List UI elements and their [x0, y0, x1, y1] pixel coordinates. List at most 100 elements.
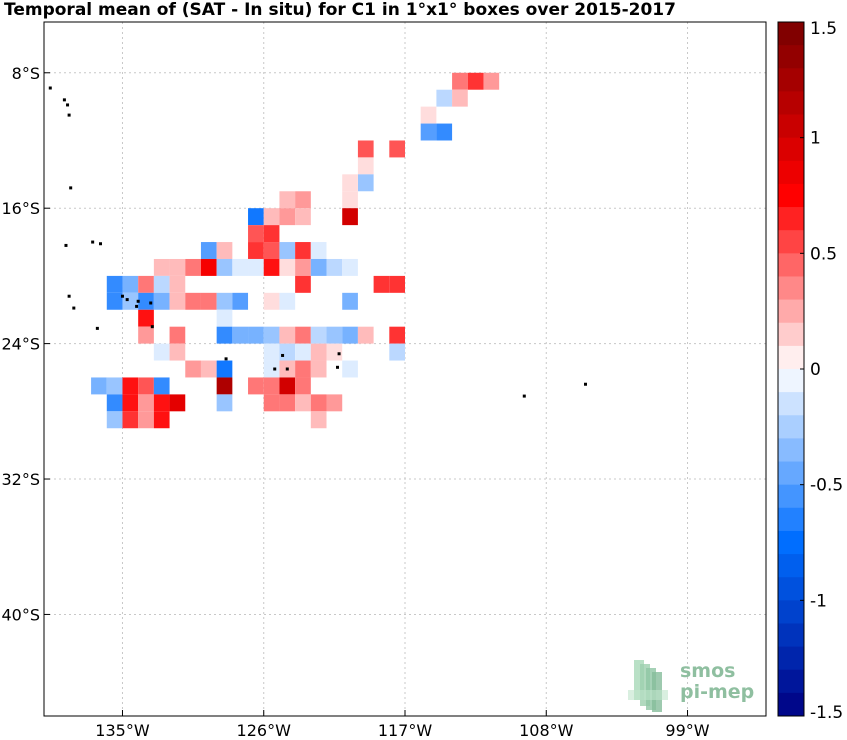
data-cell: [138, 411, 154, 429]
colorbar-segment: [778, 415, 804, 439]
data-cell: [389, 275, 405, 293]
colorbar-tick-label: 0.5: [810, 244, 837, 264]
data-cell: [153, 411, 170, 429]
colorbar-segment: [778, 554, 804, 578]
data-cell: [153, 343, 170, 361]
data-cell: [295, 343, 311, 361]
data-cell: [232, 292, 249, 310]
data-cell: [263, 343, 280, 361]
colorbar-segment: [778, 392, 804, 416]
data-cell: [357, 174, 374, 192]
data-cell: [295, 258, 311, 276]
data-cell: [342, 258, 358, 276]
colorbar-tick-label: 1.5: [810, 19, 837, 39]
colorbar-segment: [778, 669, 804, 694]
data-cell: [122, 411, 139, 429]
colorbar-segment: [778, 299, 804, 324]
colorbar-segment: [778, 484, 804, 509]
data-cell: [200, 360, 217, 378]
data-cell: [153, 275, 170, 293]
data-cell: [216, 242, 233, 259]
data-cell: [169, 275, 186, 293]
data-cell: [106, 411, 123, 429]
data-cell: [389, 140, 405, 158]
data-cell: [138, 292, 154, 310]
data-cell: [420, 123, 437, 141]
data-cell: [185, 292, 201, 310]
island-marker: [48, 86, 52, 90]
data-cell: [436, 89, 453, 107]
data-cell: [122, 394, 139, 412]
data-cell: [310, 258, 327, 276]
data-cell: [153, 394, 170, 412]
data-cell: [263, 377, 280, 395]
colorbar-segment: [778, 207, 804, 231]
data-cell: [279, 292, 296, 310]
island-marker: [64, 243, 68, 247]
data-cell: [122, 377, 139, 395]
colorbar-segment: [778, 276, 804, 301]
data-cell: [91, 377, 107, 395]
island-marker: [136, 299, 140, 303]
colorbar: [778, 22, 804, 717]
data-cell: [279, 258, 296, 276]
island-marker: [66, 103, 70, 107]
data-cell: [169, 326, 186, 344]
data-cell: [467, 72, 484, 90]
island-marker: [337, 352, 341, 356]
colorbar-segment: [778, 230, 804, 254]
data-cell: [153, 258, 170, 276]
colorbar-tick-label: -1: [810, 591, 827, 611]
data-cell: [326, 326, 343, 344]
data-cell: [248, 225, 264, 243]
data-cell: [138, 394, 154, 412]
island-marker: [281, 353, 285, 357]
data-cell: [295, 242, 311, 259]
data-cell: [106, 394, 123, 412]
island-marker: [135, 304, 139, 308]
island-marker: [273, 367, 277, 371]
data-cell: [263, 360, 280, 378]
data-cell: [310, 343, 327, 361]
data-cell: [452, 89, 468, 107]
logo-graphic: [628, 660, 668, 712]
data-cell: [295, 191, 311, 209]
data-cell: [169, 258, 186, 276]
lat-tick-label: 16°S: [1, 199, 40, 218]
island-marker: [150, 325, 154, 329]
lat-tick-label: 40°S: [1, 605, 40, 624]
data-cell: [342, 208, 358, 226]
data-cell: [216, 360, 233, 378]
colorbar-segment: [778, 577, 804, 601]
data-cell: [279, 343, 296, 361]
logo-line1: smos: [680, 660, 735, 682]
data-cell: [342, 191, 358, 209]
colorbar-tick-label: 0: [810, 360, 821, 380]
data-cell: [342, 326, 358, 344]
data-cell: [185, 360, 201, 378]
data-cell: [326, 394, 343, 412]
colorbar-segment: [778, 530, 804, 555]
island-marker: [522, 394, 526, 398]
data-cell: [138, 326, 154, 344]
data-cell: [216, 377, 233, 395]
colorbar-segment: [778, 114, 804, 139]
islands: [48, 86, 587, 398]
data-cell: [295, 394, 311, 412]
data-cell: [310, 411, 327, 429]
island-marker: [99, 242, 103, 246]
data-cell: [263, 208, 280, 226]
data-cell: [310, 326, 327, 344]
colorbar-ticks: 1.5 1 0.5 0 -0.5 -1 -1.5: [800, 19, 843, 723]
data-cell: [263, 326, 280, 344]
lon-tick-label: 108°W: [519, 721, 574, 740]
island-marker: [120, 294, 124, 298]
lat-tick-label: 8°S: [12, 64, 40, 83]
data-cell: [232, 326, 249, 344]
colorbar-segment: [778, 137, 804, 162]
data-cell: [200, 292, 217, 310]
data-cell: [138, 309, 154, 327]
lon-tick-label: 135°W: [95, 721, 150, 740]
colorbar-segment: [778, 461, 804, 486]
data-cell: [216, 292, 233, 310]
